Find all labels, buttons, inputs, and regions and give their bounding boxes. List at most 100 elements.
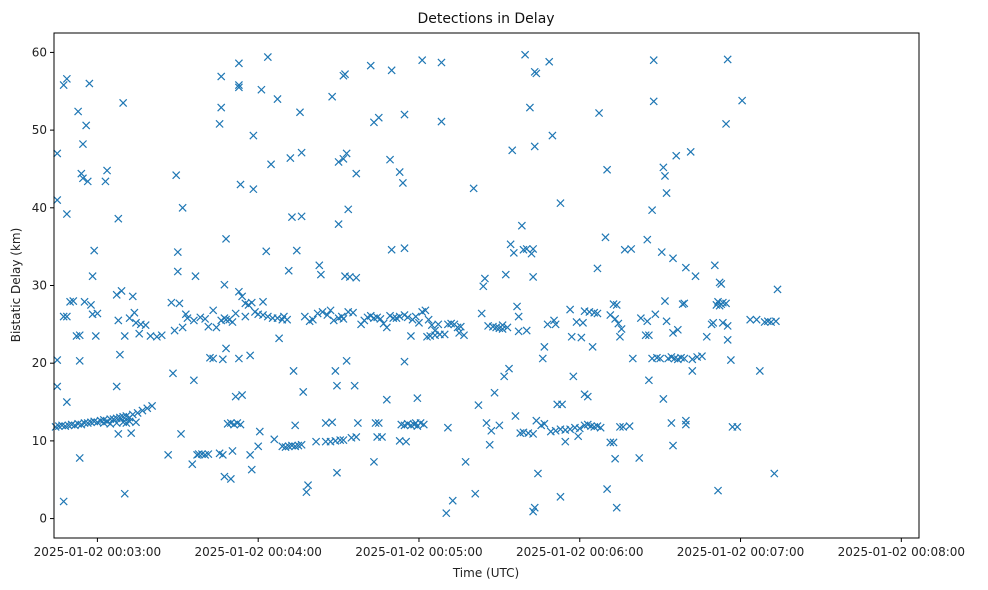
x-tick-label: 2025-01-02 00:04:00 [194,545,321,559]
data-point [114,316,123,325]
data-point [461,457,470,466]
y-tick-label: 30 [32,279,47,293]
data-point [234,287,243,296]
data-point [209,306,218,315]
data-point [437,58,446,67]
y-axis: 0 10 20 30 40 50 60 [32,45,54,526]
data-point [551,320,560,329]
data-point [648,206,657,215]
data-point [490,388,499,397]
data-point [414,318,423,327]
x-tick-label: 2025-01-02 00:05:00 [355,545,482,559]
data-point [628,354,637,363]
data-point [302,488,311,497]
data-point [143,404,152,413]
data-point [83,177,92,186]
data-point [627,244,636,254]
data-point [614,319,623,328]
data-point [373,432,382,442]
data-point [196,313,205,322]
data-point [595,108,604,118]
data-point [212,323,221,332]
data-point [603,485,612,494]
data-point [643,235,652,244]
data-point [527,249,536,258]
data-point [339,154,348,163]
data-point [506,240,515,249]
data-point [77,169,86,178]
data-point [713,486,723,495]
data-point [59,312,68,321]
data-point [382,323,391,332]
data-point [755,366,764,375]
data-point [656,354,665,363]
data-point [434,320,443,329]
data-point [697,352,706,361]
data-point [583,392,592,401]
data-point [217,72,226,81]
data-point [593,264,602,273]
data-point [189,316,198,325]
data-point [551,426,560,435]
data-point [258,310,268,320]
data-point [234,354,243,363]
data-point [606,438,615,447]
data-point [127,429,136,438]
data-point [459,331,469,340]
x-tick-label: 2025-01-02 00:07:00 [677,545,804,559]
data-point [617,324,626,334]
data-point [189,376,198,385]
data-point [231,309,240,318]
data-point [680,299,689,308]
data-point [85,79,94,88]
data-point [752,315,761,324]
data-point [328,92,337,101]
data-point [178,323,187,332]
y-tick-label: 10 [32,434,47,448]
data-point [74,107,83,116]
data-point [78,174,87,183]
data-point [238,292,247,301]
data-point [673,325,682,334]
data-point [540,419,549,428]
data-point [246,351,255,360]
data-point [479,282,488,291]
data-point [128,292,137,301]
data-point [625,422,634,431]
y-tick-label: 40 [32,201,47,215]
data-point [218,450,227,459]
data-point [209,354,218,363]
data-point [574,432,583,441]
data-point [710,261,719,270]
data-point [236,420,245,429]
data-point [615,332,624,341]
data-point [304,481,313,490]
data-point [53,149,62,158]
data-point [572,317,581,327]
data-point [387,245,396,254]
data-point [148,401,157,410]
data-point [771,317,780,326]
data-point [530,142,539,151]
data-point [119,98,128,107]
data-point [353,418,362,428]
data-point [128,410,137,419]
data-point [398,178,407,187]
data-point [106,419,115,428]
data-point [611,454,620,463]
data-point [374,113,383,122]
data-point [688,366,697,375]
data-point [342,356,351,365]
data-point [681,420,690,429]
data-point [352,273,361,282]
y-tick-label: 60 [32,45,47,59]
data-point [329,316,338,325]
data-point [406,331,415,341]
data-point [514,327,523,336]
data-point [53,382,62,391]
data-point [443,423,452,432]
data-point [164,450,173,459]
x-tick-label: 2025-01-02 00:08:00 [838,545,965,559]
data-point [651,310,660,319]
data-point [611,314,620,323]
